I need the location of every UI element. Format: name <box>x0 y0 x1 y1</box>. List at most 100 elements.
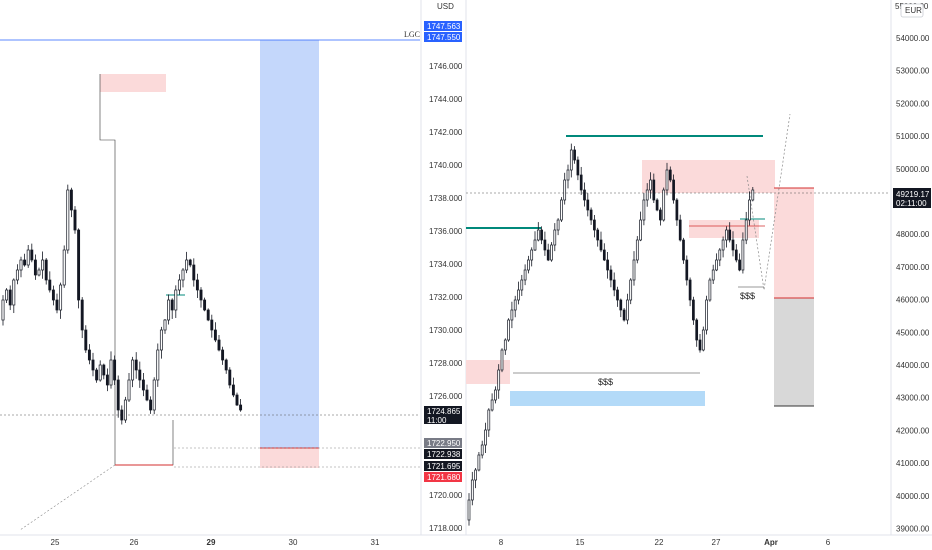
candle-body <box>231 384 235 396</box>
right-date-axis[interactable]: 8 15 22 27 Apr 6 <box>499 538 831 547</box>
candle-body <box>170 299 174 311</box>
candle-body <box>503 339 507 351</box>
candle-body <box>66 189 70 251</box>
current-price-tag-bg <box>893 188 931 208</box>
candle-body <box>649 179 652 191</box>
left-price-tick: 1742.000 <box>429 128 463 137</box>
left-date-axis[interactable]: 25 26 29 30 31 <box>51 538 380 547</box>
candle-body <box>80 299 84 331</box>
right-price-tick: 45000.00 <box>896 328 930 337</box>
stop-loss-zone[interactable] <box>260 448 319 468</box>
candle-body <box>586 199 590 211</box>
currency-badge[interactable] <box>900 3 924 18</box>
candle-body <box>8 289 12 306</box>
candle-body <box>507 319 510 341</box>
short-target-zone[interactable] <box>774 298 814 406</box>
candle-body <box>487 409 491 431</box>
right-chart-pane[interactable]: $$$ $$$ <box>465 0 892 535</box>
candle-body <box>718 249 722 261</box>
right-supply-zone[interactable] <box>642 160 775 193</box>
left-price-tick: 1744.000 <box>429 95 463 104</box>
candle-body <box>138 369 142 381</box>
candle-body <box>652 179 656 201</box>
candle-body <box>188 259 192 266</box>
candle-body <box>728 229 732 241</box>
candle-body <box>167 299 171 321</box>
candle-body <box>536 229 540 241</box>
candle-body <box>721 239 725 251</box>
candle-body <box>711 269 715 281</box>
candle-body <box>228 369 232 386</box>
price-tag-label: 1722.950 <box>427 439 461 448</box>
candle-body <box>59 284 63 311</box>
candle-body <box>553 229 557 246</box>
candle-body <box>715 259 718 271</box>
candle-body <box>543 239 547 251</box>
left-price-tick: 1738.000 <box>429 194 463 203</box>
candle-body <box>12 279 16 306</box>
candle-body <box>692 299 695 321</box>
candle-body <box>177 279 181 291</box>
candle-body <box>44 259 48 281</box>
diagonal-trend-line[interactable] <box>19 464 116 531</box>
candle-body <box>152 379 156 411</box>
price-tag-label: 1747.550 <box>427 33 461 42</box>
left-candles <box>1 184 243 425</box>
candle-body <box>665 169 669 191</box>
short-stop-zone[interactable] <box>774 188 814 298</box>
candle-body <box>5 289 9 301</box>
long-position-target-zone[interactable] <box>260 40 319 448</box>
candle-body <box>87 349 91 361</box>
right-demand-zone-pink[interactable] <box>466 360 510 384</box>
candle-body <box>599 239 603 251</box>
right-demand-zone-blue[interactable] <box>510 391 705 406</box>
candle-body <box>523 269 527 281</box>
price-tag-label: 1724.865 <box>427 407 461 416</box>
candle-body <box>235 394 239 406</box>
candle-body <box>672 179 675 201</box>
candle-body <box>579 174 583 191</box>
date-label: 31 <box>371 538 380 547</box>
right-price-tick: 52000.00 <box>896 99 930 108</box>
right-price-tick: 39000.00 <box>896 525 930 534</box>
candle-body <box>192 264 196 281</box>
right-price-tick: 48000.00 <box>896 230 930 239</box>
left-chart-pane[interactable]: LGC <box>0 0 422 535</box>
price-tag-bg <box>424 461 462 471</box>
right-price-tick: 40000.00 <box>896 492 930 501</box>
candle-body <box>589 209 593 221</box>
candle-body <box>199 289 203 301</box>
right-price-tick: 51000.00 <box>896 132 930 141</box>
candle-body <box>69 189 73 211</box>
candle-body <box>113 359 117 381</box>
candle-body <box>513 299 517 311</box>
date-label: 29 <box>207 538 216 547</box>
price-tag-sub: 11:00 <box>427 416 447 425</box>
candle-body <box>510 309 514 321</box>
price-tag-label: 1721.680 <box>427 473 461 482</box>
left-price-axis[interactable]: USD 1746.000 1744.000 1742.000 1740.000 1738… <box>424 2 463 533</box>
candle-body <box>73 209 77 231</box>
supply-zone[interactable] <box>100 74 166 92</box>
right-price-tick: 41000.00 <box>896 459 930 468</box>
candle-body <box>500 349 504 371</box>
left-price-tick: 1730.000 <box>429 326 463 335</box>
candle-body <box>616 289 619 301</box>
candle-body <box>127 379 131 401</box>
candle-body <box>738 259 741 271</box>
projection-path[interactable] <box>746 113 791 291</box>
candle-body <box>30 249 34 261</box>
date-label: 27 <box>712 538 721 547</box>
candle-body <box>619 299 623 311</box>
candle-body <box>560 199 563 221</box>
right-price-axis[interactable]: 55000.00 EUR 54000.0053000.0052000.00510… <box>893 2 931 534</box>
date-label: 30 <box>289 538 298 547</box>
candle-body <box>741 239 745 271</box>
candle-body <box>734 249 738 261</box>
candle-body <box>145 389 149 401</box>
candle-body <box>708 279 712 301</box>
candle-body <box>120 409 124 421</box>
right-supply-zone-small[interactable] <box>689 220 759 238</box>
